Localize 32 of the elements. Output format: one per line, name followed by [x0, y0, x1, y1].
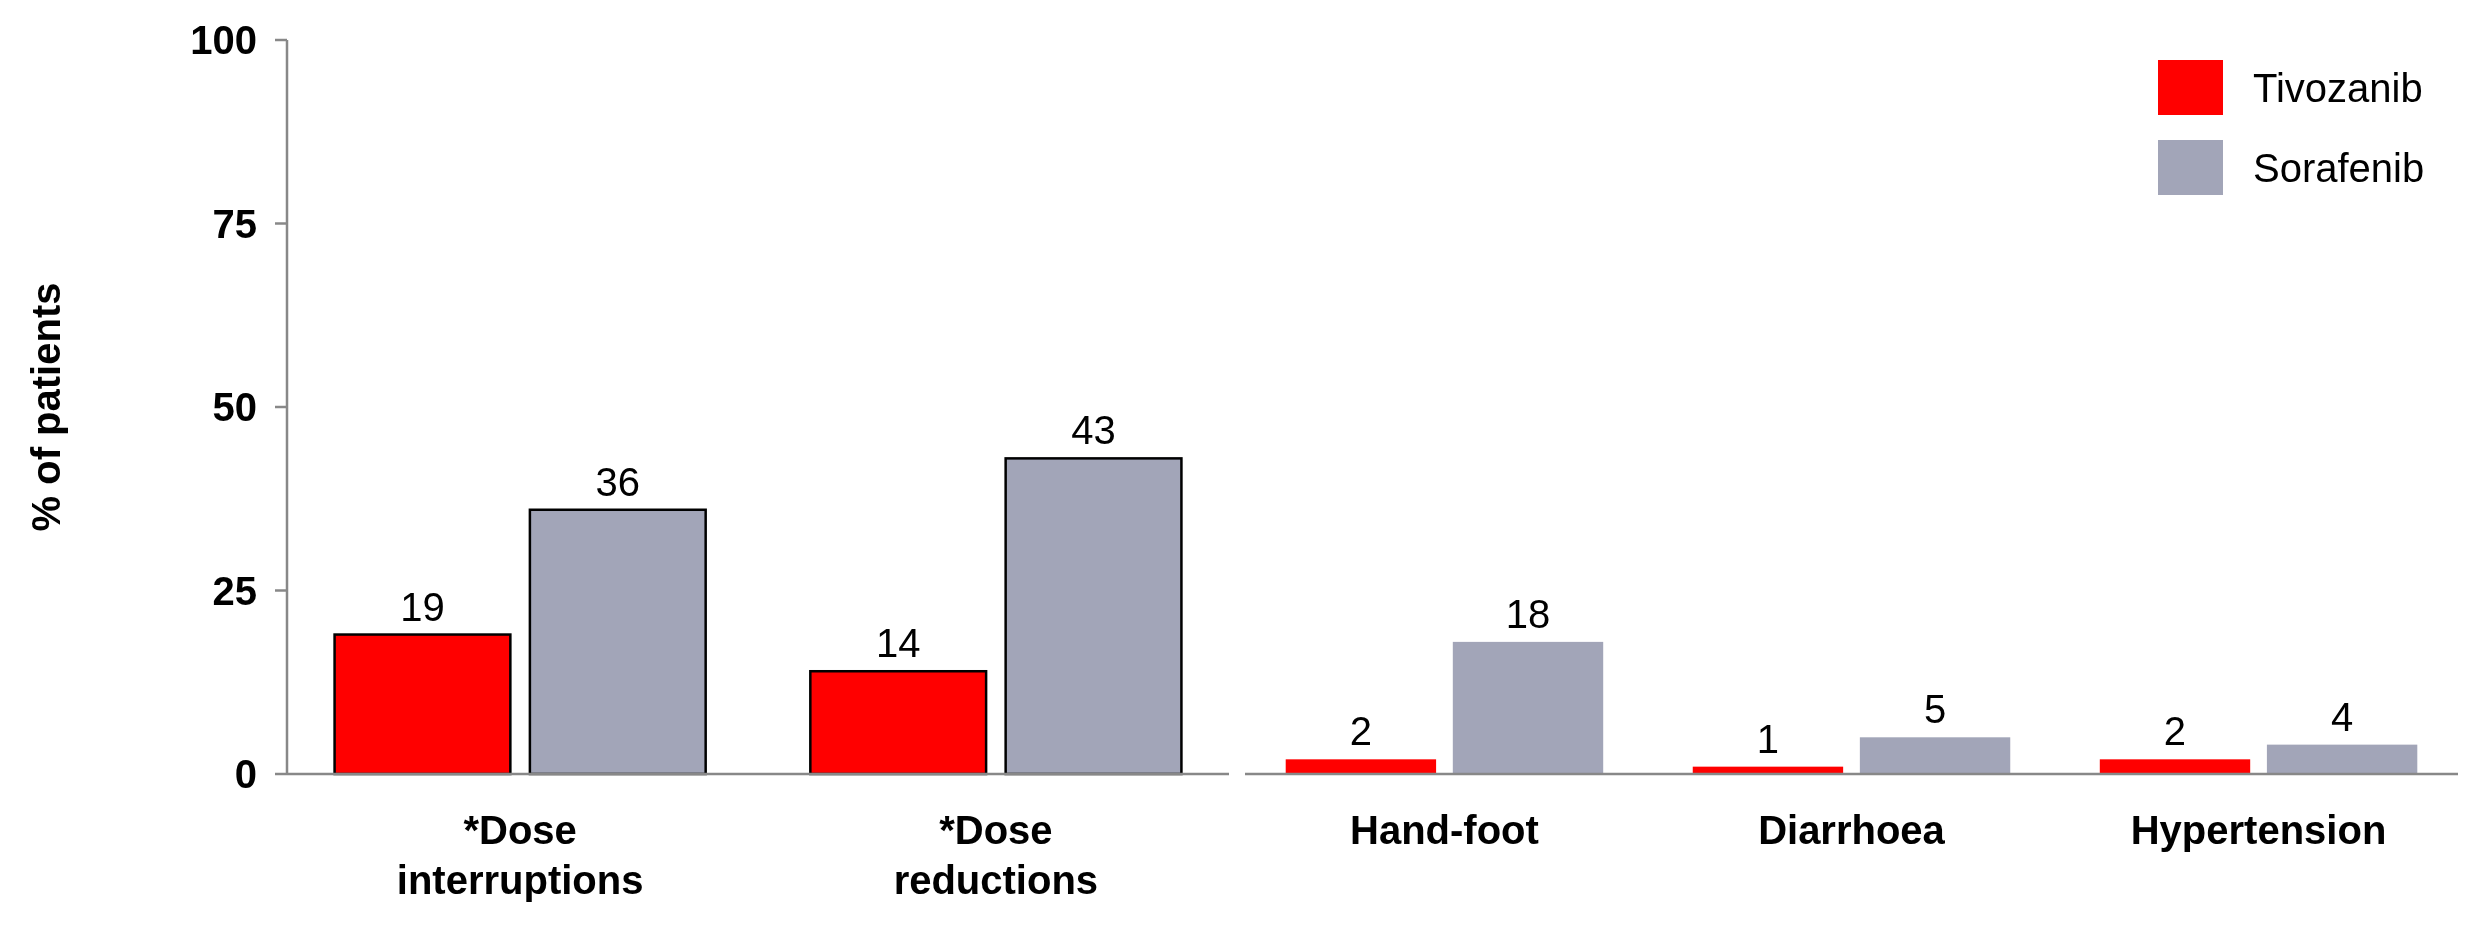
bar	[1452, 641, 1604, 774]
bar	[1859, 737, 2011, 774]
x-tick-label: *Dose interruptions	[396, 808, 644, 902]
data-label: 4	[2330, 694, 2354, 739]
y-tick-label: 100	[190, 18, 257, 62]
data-label: 2	[1349, 709, 1373, 754]
bar	[528, 508, 707, 776]
data-label: 43	[1071, 408, 1116, 453]
bar	[333, 633, 512, 776]
legend-label: Sorafenib	[2253, 146, 2425, 190]
data-label: 18	[1505, 591, 1551, 636]
y-tick-label: 75	[212, 201, 257, 246]
x-tick-label: *Dose reductions	[893, 808, 1099, 902]
x-tick-label: Diarrhoea	[1758, 808, 1946, 852]
data-label: 5	[1923, 687, 1947, 732]
data-label: 19	[400, 584, 445, 629]
y-tick-label: 50	[212, 385, 257, 429]
y-tick-label: 25	[212, 568, 257, 613]
y-axis-title: % of patients	[24, 282, 68, 532]
data-label: 14	[875, 621, 921, 666]
data-label: 2	[2163, 709, 2187, 754]
data-label: 1	[1756, 716, 1780, 761]
x-tick-label: Hand-foot	[1350, 808, 1539, 852]
bar	[809, 669, 988, 776]
bar	[2099, 759, 2251, 774]
data-label: 36	[595, 459, 641, 504]
x-tick-label: Hypertension	[2130, 808, 2387, 852]
bar	[1285, 759, 1437, 774]
bar	[1004, 457, 1183, 776]
bar	[2266, 744, 2418, 774]
legend-label: Tivozanib	[2253, 66, 2423, 110]
y-tick-label: 0	[234, 752, 257, 796]
